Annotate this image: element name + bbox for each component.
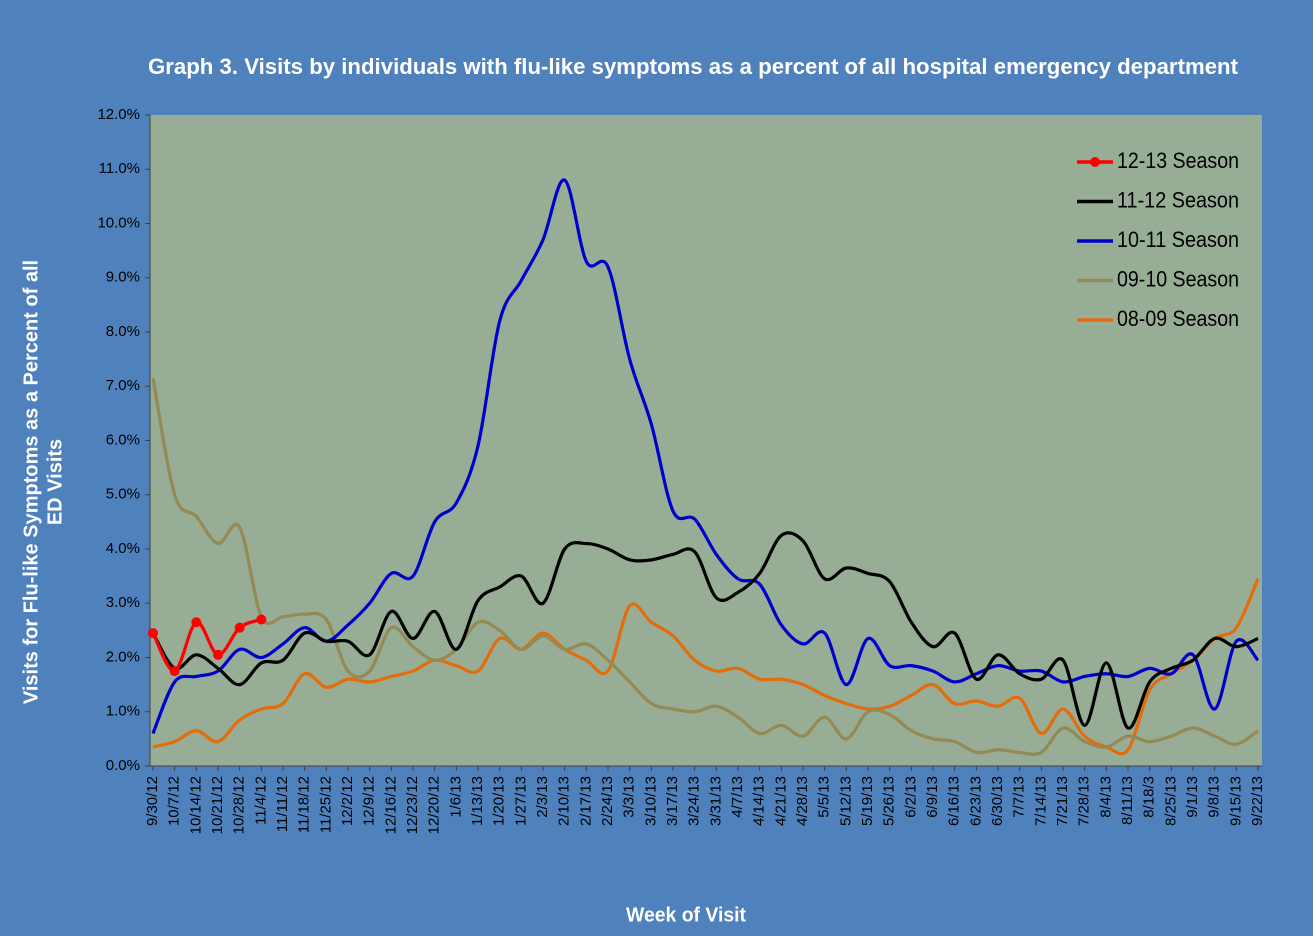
x-tick-label: 3/3/13 — [621, 776, 638, 818]
x-tick-label: 3/17/13 — [664, 776, 681, 826]
series-marker — [256, 614, 267, 625]
x-tick-label: 11/25/12 — [317, 776, 334, 833]
x-tick-label: 4/14/13 — [751, 776, 768, 826]
x-tick-label: 9/1/13 — [1184, 776, 1201, 818]
x-axis-label: Week of Visit — [626, 904, 746, 926]
x-tick-label: 9/15/13 — [1227, 776, 1244, 826]
y-tick-label: 8.0% — [106, 323, 140, 340]
x-tick-label: 12/20/12 — [426, 776, 443, 834]
legend-marker — [1090, 157, 1100, 167]
y-tick-label: 4.0% — [106, 540, 140, 557]
x-tick-label: 4/7/13 — [729, 776, 746, 818]
x-tick-label: 1/6/13 — [447, 776, 464, 818]
series-line — [152, 578, 1260, 756]
x-tick-label: 8/4/13 — [1097, 776, 1114, 818]
series-marker — [169, 666, 180, 677]
series-marker — [234, 622, 245, 633]
x-tick-label: 7/7/13 — [1011, 776, 1028, 818]
x-tick-label: 6/9/13 — [924, 776, 941, 818]
chart-title: Graph 3. Visits by individuals with flu-… — [148, 54, 1239, 79]
x-tick-label: 5/19/13 — [859, 776, 876, 826]
y-tick-label: 7.0% — [106, 377, 140, 394]
x-tick-label: 9/30/12 — [144, 776, 161, 826]
series-marker — [191, 617, 202, 628]
x-tick-label: 5/26/13 — [881, 776, 898, 826]
x-tick-label: 6/23/13 — [967, 776, 984, 826]
y-tick-label: 11.0% — [99, 160, 140, 177]
x-tick-label: 6/30/13 — [989, 776, 1006, 826]
legend-label: 09-10 Season — [1117, 266, 1239, 291]
x-tick-label: 5/5/13 — [816, 776, 833, 818]
series-marker — [148, 628, 158, 639]
x-tick-label: 5/12/13 — [837, 776, 854, 826]
x-tick-label: 2/24/13 — [599, 776, 616, 826]
x-tick-label: 10/28/12 — [231, 776, 248, 834]
series-marker — [213, 649, 223, 660]
x-tick-label: 3/10/13 — [642, 776, 659, 826]
x-tick-label: 10/7/12 — [166, 776, 183, 826]
x-tick-label: 9/8/13 — [1206, 776, 1223, 818]
y-tick-label: 12.0% — [97, 106, 140, 123]
y-tick-label: 10.0% — [97, 214, 140, 231]
x-tick-label: 6/16/13 — [946, 776, 963, 826]
y-axis-label: Visits for Flu-like Symptoms as a Percen… — [20, 260, 66, 704]
y-tick-label: 3.0% — [106, 594, 140, 611]
x-tick-label: 2/3/13 — [534, 776, 551, 818]
x-tick-label: 3/31/13 — [707, 776, 724, 826]
legend-label: 12-13 Season — [1117, 148, 1239, 173]
x-tick-label: 8/18/3 — [1141, 776, 1158, 818]
x-tick-label: 7/28/13 — [1076, 776, 1093, 826]
series-line — [151, 531, 1259, 730]
x-tick-label: 8/11/13 — [1119, 776, 1136, 825]
x-tick-label: 12/2/12 — [339, 776, 356, 826]
x-tick-label: 8/25/13 — [1162, 776, 1179, 826]
x-tick-label: 9/22/13 — [1249, 776, 1266, 826]
x-tick-label: 4/28/13 — [794, 776, 811, 826]
y-tick-label: 2.0% — [106, 648, 140, 665]
legend-label: 10-11 Season — [1117, 227, 1239, 252]
x-tick-label: 1/27/13 — [512, 776, 529, 826]
x-tick-label: 11/4/12 — [252, 776, 269, 825]
x-tick-label: 11/18/12 — [296, 776, 313, 833]
y-tick-label: 5.0% — [106, 486, 140, 503]
x-tick-label: 1/20/13 — [491, 776, 508, 826]
y-tick-label: 6.0% — [106, 431, 140, 448]
x-tick-label: 12/23/12 — [404, 776, 421, 834]
x-tick-label: 7/21/13 — [1054, 776, 1071, 826]
y-tick-label: 1.0% — [106, 703, 140, 720]
x-tick-label: 3/24/13 — [686, 776, 703, 826]
x-tick-label: 2/17/13 — [577, 776, 594, 826]
x-tick-label: 6/2/13 — [902, 776, 919, 818]
x-tick-label: 1/13/13 — [469, 776, 486, 826]
y-axis-label-line: Visits for Flu-like Symptoms as a Percen… — [20, 260, 42, 704]
series-line — [151, 178, 1260, 735]
legend-label: 11-12 Season — [1117, 187, 1239, 212]
x-tick-label: 12/16/12 — [382, 776, 399, 834]
x-tick-label: 7/14/13 — [1032, 776, 1049, 826]
x-tick-label: 11/11/12 — [274, 776, 291, 832]
y-axis-label-line: ED Visits — [44, 439, 66, 525]
x-tick-label: 2/10/13 — [556, 776, 573, 826]
series-line — [151, 377, 1259, 756]
legend-label: 08-09 Season — [1117, 306, 1239, 331]
x-tick-label: 12/9/12 — [361, 776, 378, 826]
y-tick-label: 9.0% — [106, 269, 140, 286]
x-tick-label: 10/14/12 — [187, 776, 204, 834]
x-tick-label: 10/21/12 — [209, 776, 226, 834]
plot-area — [150, 115, 1262, 766]
y-tick-label: 0.0% — [106, 757, 140, 774]
x-tick-label: 4/21/13 — [772, 776, 789, 826]
